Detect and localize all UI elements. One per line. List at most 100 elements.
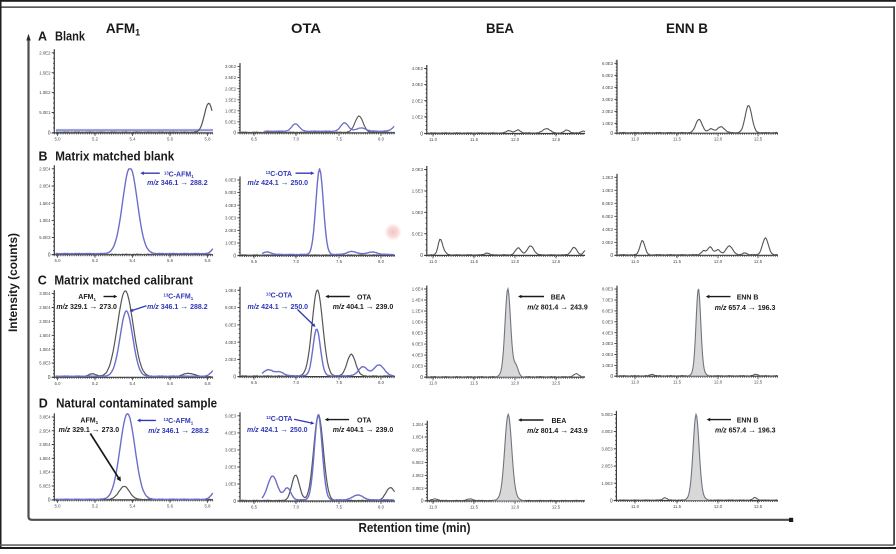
- svg-text:5.0E3: 5.0E3: [39, 484, 51, 489]
- svg-text:12.0: 12.0: [511, 137, 520, 142]
- svg-text:13C-OTA: 13C-OTA: [266, 170, 292, 178]
- svg-text:5.2: 5.2: [92, 136, 99, 141]
- svg-text:6.0E3: 6.0E3: [602, 309, 614, 314]
- svg-text:5.4: 5.4: [130, 258, 137, 263]
- svg-text:2.0E4: 2.0E4: [39, 442, 51, 447]
- svg-text:1.2E3: 1.2E3: [602, 175, 614, 180]
- svg-text:0: 0: [420, 253, 423, 259]
- svg-text:0: 0: [48, 375, 51, 381]
- svg-text:12.5: 12.5: [552, 137, 561, 142]
- svg-text:12.0: 12.0: [714, 504, 723, 509]
- svg-text:1.0E3: 1.0E3: [225, 241, 237, 246]
- svg-text:1.0E4: 1.0E4: [39, 470, 51, 475]
- svg-text:m/z 657.4 → 196.3: m/z 657.4 → 196.3: [715, 303, 776, 312]
- svg-text:2.0E3: 2.0E3: [225, 357, 237, 362]
- svg-text:5.0E3: 5.0E3: [225, 190, 237, 195]
- svg-text:12.0: 12.0: [511, 259, 520, 264]
- svg-text:5.8: 5.8: [205, 136, 212, 141]
- svg-text:6.0E3: 6.0E3: [412, 460, 424, 465]
- svg-text:8.0E3: 8.0E3: [225, 305, 237, 310]
- svg-text:3.0E2: 3.0E2: [602, 97, 614, 102]
- svg-text:1.0E3: 1.0E3: [602, 363, 614, 368]
- svg-text:11.0: 11.0: [429, 381, 438, 386]
- svg-text:12.5: 12.5: [754, 259, 763, 264]
- svg-text:5.2: 5.2: [92, 503, 99, 508]
- svg-text:11.0: 11.0: [429, 259, 438, 264]
- svg-text:6.5: 6.5: [251, 259, 258, 264]
- svg-text:11.0: 11.0: [631, 380, 640, 385]
- svg-text:0: 0: [610, 374, 613, 380]
- svg-text:4.0E2: 4.0E2: [602, 227, 614, 232]
- svg-text:11.5: 11.5: [470, 504, 479, 509]
- svg-text:6.0E2: 6.0E2: [602, 214, 614, 219]
- svg-text:5.0E3: 5.0E3: [602, 319, 614, 324]
- svg-text:12.5: 12.5: [754, 137, 763, 142]
- svg-text:4.0E3: 4.0E3: [412, 353, 424, 358]
- svg-text:7.5: 7.5: [336, 136, 343, 141]
- svg-text:0: 0: [610, 253, 613, 259]
- svg-text:2.5E4: 2.5E4: [39, 305, 51, 310]
- svg-text:5.2: 5.2: [92, 258, 99, 263]
- svg-text:0: 0: [420, 131, 423, 137]
- svg-text:1.5E3: 1.5E3: [412, 189, 424, 194]
- svg-text:5.0: 5.0: [55, 258, 62, 263]
- svg-text:1.5E2: 1.5E2: [225, 97, 237, 102]
- svg-text:2.0E3: 2.0E3: [225, 465, 237, 470]
- svg-text:2.0E4: 2.0E4: [39, 184, 51, 189]
- svg-text:BEA: BEA: [551, 294, 566, 301]
- svg-text:3.0E2: 3.0E2: [412, 82, 424, 87]
- svg-text:12.0: 12.0: [714, 137, 723, 142]
- svg-text:m/z 346.1 → 288.2: m/z 346.1 → 288.2: [147, 302, 208, 311]
- svg-text:8.0E2: 8.0E2: [602, 201, 614, 206]
- svg-text:B: B: [39, 150, 48, 164]
- svg-text:4.0E3: 4.0E3: [225, 431, 237, 436]
- svg-text:8.0: 8.0: [378, 136, 385, 141]
- svg-text:7.5: 7.5: [336, 380, 343, 385]
- svg-text:2.5E2: 2.5E2: [225, 75, 237, 80]
- svg-text:5.0E3: 5.0E3: [39, 361, 51, 366]
- svg-text:4.0E3: 4.0E3: [412, 473, 424, 478]
- svg-text:3.0E3: 3.0E3: [225, 448, 237, 453]
- svg-text:11.5: 11.5: [673, 380, 682, 385]
- svg-text:7.5: 7.5: [336, 505, 343, 510]
- svg-text:1.5E4: 1.5E4: [39, 333, 51, 338]
- svg-text:0: 0: [48, 498, 51, 504]
- svg-text:ENN B: ENN B: [666, 21, 708, 36]
- svg-text:Intensity (counts): Intensity (counts): [6, 233, 20, 332]
- svg-text:1.6E4: 1.6E4: [412, 287, 424, 292]
- svg-text:1.5E2: 1.5E2: [39, 70, 51, 75]
- svg-text:2.0E2: 2.0E2: [412, 98, 424, 103]
- svg-text:5.0: 5.0: [55, 503, 62, 508]
- svg-text:6.5: 6.5: [251, 505, 258, 510]
- svg-text:8.0: 8.0: [378, 380, 385, 385]
- svg-text:7.0: 7.0: [293, 505, 300, 510]
- svg-text:m/z 404.1 → 239.0: m/z 404.1 → 239.0: [333, 425, 394, 434]
- svg-text:11.0: 11.0: [631, 137, 640, 142]
- svg-text:7.0: 7.0: [293, 136, 300, 141]
- svg-text:D: D: [39, 397, 48, 411]
- svg-text:1.4E4: 1.4E4: [412, 298, 424, 303]
- svg-text:1.0E3: 1.0E3: [601, 481, 613, 486]
- svg-text:m/z 657.4 → 196.3: m/z 657.4 → 196.3: [715, 425, 776, 434]
- svg-text:1.0E4: 1.0E4: [412, 320, 424, 325]
- svg-text:m/z 329.1 → 273.0: m/z 329.1 → 273.0: [56, 302, 117, 311]
- svg-text:3.0E4: 3.0E4: [39, 291, 51, 296]
- svg-text:0: 0: [610, 498, 613, 504]
- svg-text:5.0E2: 5.0E2: [412, 231, 424, 236]
- svg-text:12.5: 12.5: [552, 381, 561, 386]
- svg-text:m/z 346.1 → 288.2: m/z 346.1 → 288.2: [148, 426, 209, 435]
- svg-text:6.0E2: 6.0E2: [602, 61, 614, 66]
- svg-text:6.5: 6.5: [251, 380, 258, 385]
- svg-text:11.5: 11.5: [673, 504, 682, 509]
- svg-text:7.5: 7.5: [336, 259, 343, 264]
- svg-text:4.0E3: 4.0E3: [225, 340, 237, 345]
- svg-text:2.0E3: 2.0E3: [412, 167, 424, 172]
- svg-text:m/z 424.1 → 250.0: m/z 424.1 → 250.0: [247, 425, 308, 434]
- svg-text:C: C: [38, 274, 47, 288]
- svg-text:Matrix matched blank: Matrix matched blank: [55, 150, 174, 164]
- svg-text:12.5: 12.5: [754, 380, 763, 385]
- svg-text:m/z 424.1 → 250.0: m/z 424.1 → 250.0: [248, 178, 309, 187]
- svg-text:m/z 404.1 → 239.0: m/z 404.1 → 239.0: [333, 302, 394, 311]
- svg-text:11.0: 11.0: [631, 504, 640, 509]
- svg-text:5.8: 5.8: [205, 503, 212, 508]
